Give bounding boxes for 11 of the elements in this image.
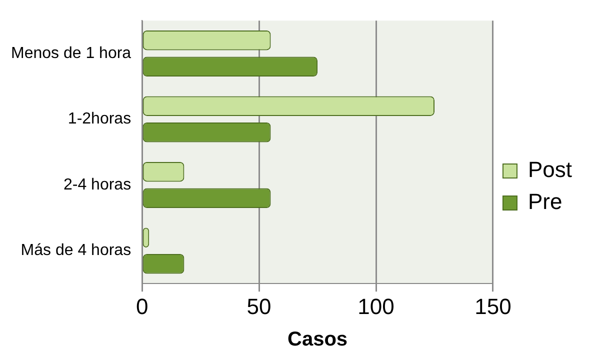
legend-label: Post [528,157,572,182]
y-tick-label: 2-4 horas [63,176,132,194]
x-axis-title: Casos [288,328,348,351]
y-tick-label: Menos de 1 hora [11,44,132,62]
y-tick-label: Más de 4 horas [20,242,132,260]
x-tick-label: 150 [474,294,512,319]
x-tick-label: 50 [246,294,272,319]
x-tick-label: 100 [358,294,394,319]
y-tick-label: 1-2horas [68,110,132,128]
legend-label: Pre [528,189,562,214]
x-tick-label: 0 [136,294,148,319]
